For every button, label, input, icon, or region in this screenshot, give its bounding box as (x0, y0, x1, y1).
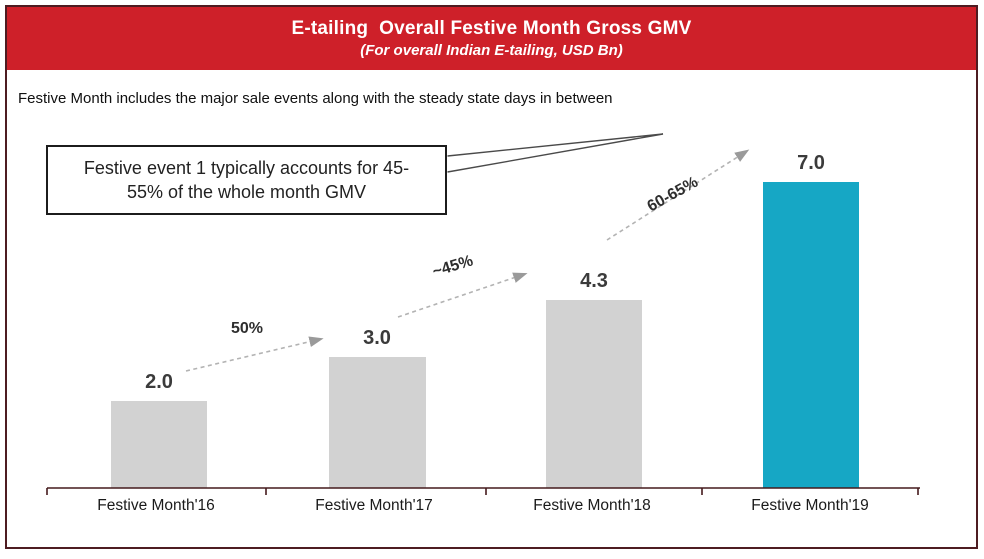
x-axis-label-18: Festive Month'18 (533, 497, 651, 514)
x-axis-label-19: Festive Month'19 (751, 497, 869, 514)
bar-festive-month-19 (763, 182, 859, 488)
callout-box: Festive event 1 typically accounts for 4… (46, 145, 447, 215)
bar-festive-month-16 (111, 400, 207, 488)
growth-label-1: 50% (230, 320, 264, 337)
bar-festive-month-18 (546, 300, 642, 488)
chart-subtitle: (For overall Indian E-tailing, USD Bn) (360, 42, 623, 59)
bar-value-label-17: 3.0 (363, 326, 391, 349)
callout-text: Festive event 1 typically accounts for 4… (83, 157, 410, 202)
bar-festive-month-17 (329, 356, 426, 488)
x-axis-label-16: Festive Month'16 (97, 497, 215, 514)
bar-value-label-18: 4.3 (580, 270, 608, 293)
note-text: Festive Month includes the major sale ev… (18, 90, 613, 107)
x-axis-label-17: Festive Month'17 (315, 497, 433, 514)
chart-title: E-tailing Overall Festive Month Gross GM… (291, 18, 692, 39)
bar-value-label-16: 2.0 (145, 370, 173, 393)
bar-value-label-19: 7.0 (797, 152, 825, 175)
header-banner: E-tailing Overall Festive Month Gross GM… (7, 7, 976, 70)
